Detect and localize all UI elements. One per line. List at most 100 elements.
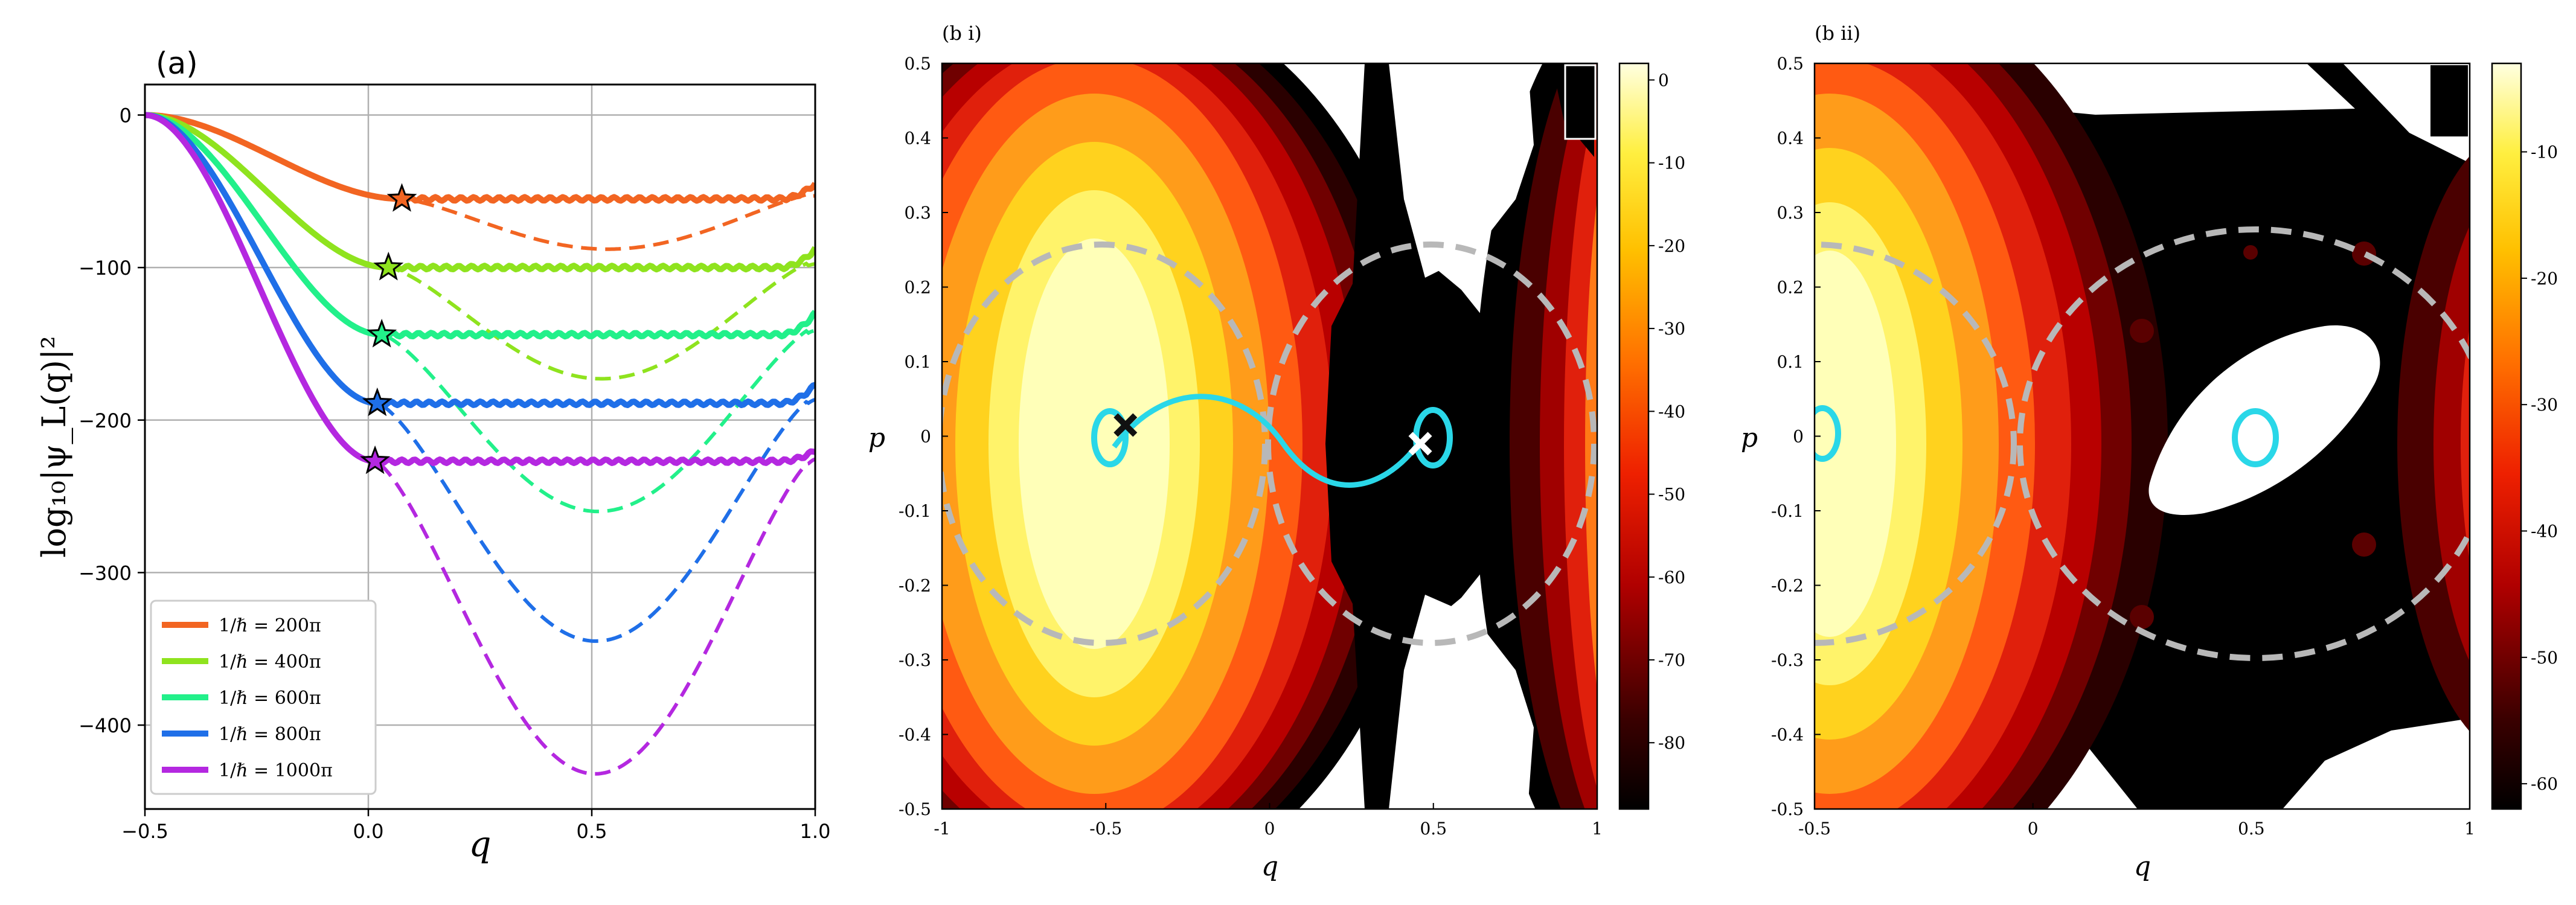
star-marker-1 xyxy=(373,251,404,281)
panel-b-ii-left-orbit xyxy=(1815,405,1841,462)
panel-b-ii-colorbar-ticks: -10 -20 -30 -40 -50 -60 xyxy=(2521,142,2558,794)
y-tick-label: -0.5 xyxy=(899,799,931,819)
panel-b-ii-contours xyxy=(1815,63,2470,809)
panel-b-i-label: (b i) xyxy=(942,22,982,45)
panel-b-i-ticks: -1 -0.5 0 0.5 10.50.40.30.20.10-0.1-0.2-0.3-… xyxy=(899,54,1603,839)
panel-b-i-xlabel: q xyxy=(1261,851,1278,882)
solid-curve-4 xyxy=(145,112,815,466)
solid-curve-3 xyxy=(145,112,815,408)
y-tick-label: 0.4 xyxy=(904,129,931,149)
y-tick-label: 0 xyxy=(1793,427,1804,447)
colorbar-tick-label: -10 xyxy=(2531,142,2558,162)
panel-b-ii-label: (b ii) xyxy=(1815,22,1860,45)
legend-label-0: 1/ℏ = 200π xyxy=(219,615,321,636)
panel-a-ticks: −0.5 0.0 0.5 1.0 0 −100 −200 −300 −400 xyxy=(78,104,830,843)
legend-label-4: 1/ℏ = 1000π xyxy=(219,760,333,781)
y-tick-label: −100 xyxy=(78,257,132,280)
star-marker-4 xyxy=(360,445,391,475)
y-tick-label: 0 xyxy=(120,104,132,127)
panel-a-label: (a) xyxy=(156,46,198,81)
panel-b-ii-ticks: -0.5 0 0.5 1 0.5 0.4 0.3 0.2 0.1 0 -0.1 -0.2 -0.3 -0.… xyxy=(1771,54,2475,839)
panel-b-i-left-orbit xyxy=(1091,408,1129,467)
panel-a-solid-curves xyxy=(145,112,815,466)
separatrix-right xyxy=(2017,226,2470,661)
solid-curve-2 xyxy=(145,112,815,340)
y-tick-label: -0.1 xyxy=(899,501,931,521)
x-tick-label: 1.0 xyxy=(800,820,831,843)
star-marker-2 xyxy=(367,319,397,348)
panel-b-i-markers xyxy=(1113,413,1432,456)
separatrix-1 xyxy=(1265,241,1597,646)
y-tick-label: -0.3 xyxy=(899,650,931,670)
y-tick-label: -0.4 xyxy=(1771,725,1804,745)
y-tick-label: 0.2 xyxy=(904,278,931,298)
panel-a-frame xyxy=(144,83,816,810)
colorbar-tick-label: -20 xyxy=(1658,236,1685,256)
x-tick-label: -0.5 xyxy=(1798,819,1831,839)
x-tick-label: -0.5 xyxy=(1089,819,1122,839)
panel-a-ylabel: log₁₀|ψ_L(q)|² xyxy=(35,336,73,558)
panel-b-ii-island xyxy=(2148,325,2380,515)
y-tick-label: 0.5 xyxy=(1777,54,1804,74)
y-tick-label: 0.1 xyxy=(1777,352,1804,372)
legend-label-2: 1/ℏ = 600π xyxy=(219,688,321,709)
y-tick-label: -0.2 xyxy=(899,576,931,596)
y-tick-label: −400 xyxy=(78,714,132,737)
colorbar-tick-label: -40 xyxy=(2531,521,2558,541)
y-tick-label: 0 xyxy=(920,427,931,447)
panel-b-ii: (b ii) xyxy=(1741,22,2558,882)
panel-b-ii-xlabel: q xyxy=(2134,851,2151,882)
panel-b-ii-colorbar xyxy=(2491,62,2522,810)
colorbar-tick-label: -20 xyxy=(2531,269,2558,289)
y-tick-label: 0.3 xyxy=(904,203,931,223)
panel-b-i-inset xyxy=(1564,64,1597,140)
x-tick-label: 1 xyxy=(2464,819,2475,839)
panel-a-star-markers xyxy=(360,183,417,475)
y-tick-label: 0.1 xyxy=(904,352,931,372)
y-tick-label: −200 xyxy=(78,409,132,432)
colorbar-tick-label: -30 xyxy=(2531,395,2558,415)
y-tick-label: 0.4 xyxy=(1777,129,1804,149)
panel-a-xlabel: q xyxy=(469,823,491,865)
colorbar-tick-label: -50 xyxy=(2531,648,2558,668)
y-tick-label: -0.1 xyxy=(1771,501,1804,521)
separatrix-left xyxy=(1815,241,2017,646)
colorbar-tick-label: -10 xyxy=(1658,153,1685,173)
star-marker-0 xyxy=(386,183,417,212)
y-tick-label: -0.2 xyxy=(1771,576,1804,596)
cross-marker-1 xyxy=(1408,432,1432,456)
panel-a: (a) −0.5 0.0 0.5 1.0 0 −100 −200 −300 −400 q log… xyxy=(35,46,830,865)
colorbar-tick-label: -70 xyxy=(1658,650,1685,670)
colorbar-tick-label: -60 xyxy=(2531,774,2558,794)
y-tick-label: −300 xyxy=(78,561,132,584)
x-tick-label: 0 xyxy=(1264,819,1275,839)
panel-b-i-separatrix xyxy=(942,241,1597,646)
x-tick-label: 0.5 xyxy=(2238,819,2265,839)
panel-b-ii-inset xyxy=(2430,65,2468,136)
dashed-curve-0 xyxy=(145,113,815,251)
cross-marker-0 xyxy=(1113,413,1138,437)
panel-b-i-colorbar-ticks: 0 -10 -20 -30 -40 -50 -60 -70 -80 xyxy=(1648,70,1685,753)
legend-box xyxy=(150,600,377,795)
panel-b-i-ylabel: p xyxy=(868,423,885,453)
panel-b-ii-separatrix xyxy=(1815,226,2470,661)
star-marker-3 xyxy=(362,387,392,417)
panel-b-i: (b i) xyxy=(868,22,1685,882)
dashed-curve-3 xyxy=(145,113,815,643)
panel-b-ii-ylabel: p xyxy=(1741,423,1758,453)
dashed-curve-1 xyxy=(145,113,815,381)
y-tick-label: 0.3 xyxy=(1777,203,1804,223)
x-tick-label: 0 xyxy=(2028,819,2039,839)
solid-curve-0 xyxy=(145,112,815,204)
y-tick-label: -0.5 xyxy=(1771,799,1804,819)
panel-b-i-colorbar xyxy=(1618,62,1650,810)
colorbar-tick-label: -40 xyxy=(1658,401,1685,421)
x-tick-label: 1 xyxy=(1592,819,1603,839)
legend-label-3: 1/ℏ = 800π xyxy=(219,724,321,745)
panel-b-ii-center-orbit xyxy=(2232,408,2279,467)
y-tick-label: 0.2 xyxy=(1777,278,1804,298)
panel-b-i-trajectory xyxy=(1112,394,1418,488)
x-tick-label: −0.5 xyxy=(121,820,168,843)
y-tick-label: 0.5 xyxy=(904,54,931,74)
